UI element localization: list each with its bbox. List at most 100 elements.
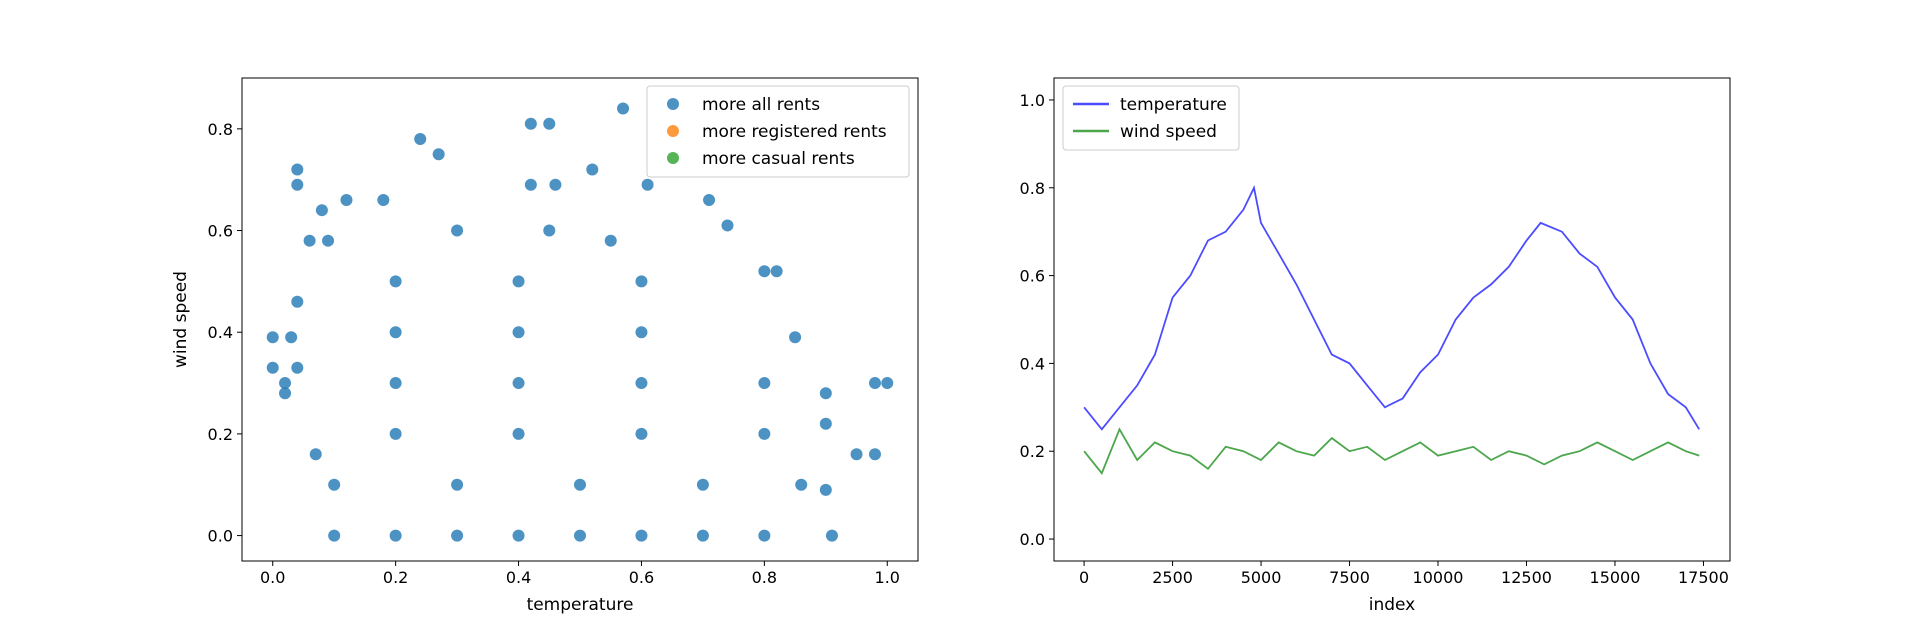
scatter-point — [328, 529, 341, 542]
scatter-point — [641, 178, 654, 191]
scatter-point — [285, 331, 298, 344]
scatter-point — [279, 377, 292, 390]
series-line-temperature — [1083, 184, 1700, 431]
scatter-point — [389, 377, 402, 390]
legend-label: more all rents — [702, 95, 820, 115]
scatter-point — [309, 448, 322, 461]
scatter-point — [414, 133, 427, 146]
scatter-point — [721, 219, 734, 232]
scatter-point — [451, 224, 464, 237]
x-axis-label: index — [1369, 595, 1416, 615]
y-axis-label: wind speed — [171, 271, 191, 368]
y-tick-label: 1.0 — [1020, 91, 1045, 110]
scatter-point — [635, 529, 648, 542]
legend-label: more registered rents — [702, 122, 887, 142]
scatter-point — [635, 275, 648, 288]
scatter-point — [377, 194, 390, 207]
scatter-point — [315, 204, 328, 217]
x-tick-label: 12500 — [1501, 568, 1552, 587]
legend-label: temperature — [1120, 95, 1227, 115]
scatter-point — [543, 224, 556, 237]
x-tick-label: 1.0 — [875, 568, 900, 587]
scatter-point — [543, 117, 556, 130]
scatter-point — [291, 163, 304, 176]
scatter-point — [574, 478, 586, 491]
scatter-point — [850, 448, 863, 461]
scatter-point — [703, 194, 716, 207]
scatter-point — [291, 295, 304, 308]
x-tick-label: 2500 — [1152, 568, 1193, 587]
scatter-point — [881, 377, 894, 390]
x-tick-label: 0.6 — [629, 568, 654, 587]
y-tick-label: 0.6 — [1020, 267, 1045, 286]
y-tick-label: 0.0 — [1020, 530, 1045, 549]
x-tick-label: 0 — [1079, 568, 1089, 587]
x-tick-label: 10000 — [1413, 568, 1464, 587]
scatter-point — [512, 326, 525, 339]
scatter-point — [340, 194, 353, 207]
scatter-point — [868, 377, 881, 390]
scatter-points — [266, 102, 894, 542]
scatter-point — [868, 448, 881, 461]
legend-marker — [667, 152, 679, 164]
scatter-point — [303, 234, 316, 247]
chart-temperature-vs-wind-speed: 0.0 0.2 0.4 0.6 0.8 1.0 0.0 0.2 0.4 0.6 0.8 tempera… — [171, 77, 919, 615]
legend-marker — [667, 98, 679, 110]
x-tick-label: 17500 — [1678, 568, 1729, 587]
x-tick-label: 0.4 — [506, 568, 531, 587]
x-axis-label: temperature — [527, 595, 634, 615]
y-tick-label: 0.4 — [208, 323, 233, 342]
y-tick-label: 0.0 — [208, 527, 233, 546]
x-tick-label: 0.0 — [260, 568, 285, 587]
chart-temperature-and-wind-speed-by-index: 0 2500 5000 7500 10000 12500 15000 17500 0.0 0.2 0… — [1020, 77, 1731, 615]
x-tick-label: 5000 — [1241, 568, 1282, 587]
scatter-point — [795, 478, 808, 491]
y-tick-label: 0.8 — [1020, 179, 1045, 198]
series-line-wind-speed — [1083, 427, 1700, 475]
scatter-point — [819, 483, 832, 496]
y-tick-label: 0.2 — [1020, 442, 1045, 461]
scatter-point — [328, 478, 341, 491]
y-tick-label: 0.4 — [1020, 354, 1045, 373]
x-tick-label: 7500 — [1329, 568, 1370, 587]
y-tick-label: 0.8 — [208, 120, 233, 139]
scatter-point — [574, 529, 586, 542]
scatter-point — [635, 427, 648, 440]
scatter-point — [549, 178, 562, 191]
legend: temperature wind speed — [1062, 85, 1240, 151]
scatter-point — [825, 529, 838, 542]
scatter-point — [819, 417, 832, 430]
scatter-point — [524, 178, 537, 191]
scatter-point — [617, 102, 630, 115]
scatter-point — [604, 234, 617, 247]
scatter-point — [291, 361, 304, 374]
scatter-point — [389, 427, 402, 440]
scatter-point — [586, 163, 599, 176]
axes-frame — [241, 77, 919, 562]
scatter-point — [322, 234, 335, 247]
legend-label: more casual rents — [702, 149, 855, 169]
y-tick-label: 0.2 — [208, 425, 233, 444]
scatter-point — [696, 478, 709, 491]
x-tick-label: 0.8 — [752, 568, 777, 587]
scatter-point — [512, 377, 525, 390]
x-tick-label: 0.2 — [383, 568, 408, 587]
scatter-point — [512, 275, 525, 288]
scatter-point — [451, 478, 464, 491]
legend-label: wind speed — [1120, 122, 1217, 142]
scatter-point — [758, 529, 771, 542]
scatter-point — [758, 427, 771, 440]
scatter-point — [512, 529, 525, 542]
scatter-point — [635, 377, 648, 390]
legend-box — [646, 85, 910, 178]
scatter-point — [524, 117, 537, 130]
legend-marker — [667, 125, 679, 137]
scatter-point — [266, 361, 279, 374]
scatter-point — [291, 178, 304, 191]
scatter-point — [266, 331, 279, 344]
scatter-point — [758, 265, 771, 278]
scatter-point — [389, 275, 402, 288]
axes-frame — [1053, 77, 1731, 562]
scatter-point — [389, 326, 402, 339]
